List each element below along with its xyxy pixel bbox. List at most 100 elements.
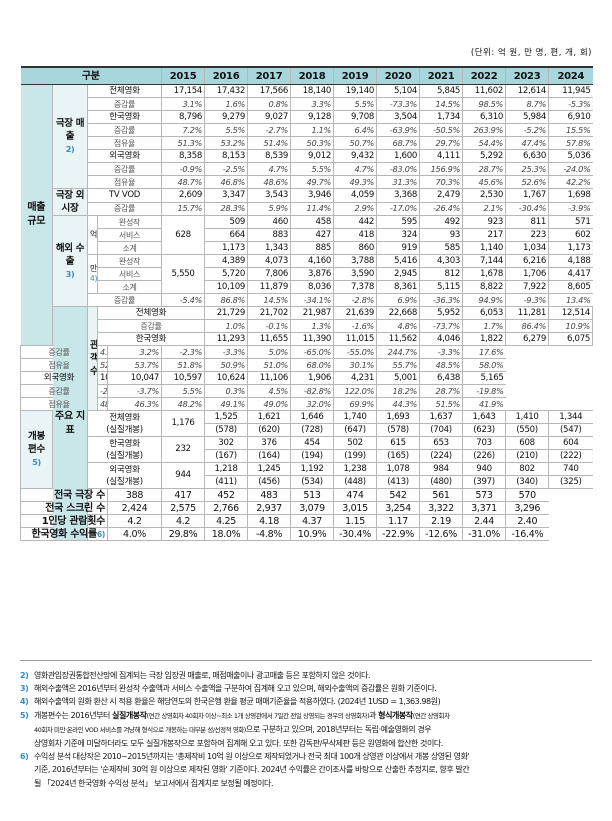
table-cell: 1,245	[247, 462, 292, 476]
table-cell: 4.5%	[247, 384, 292, 398]
table-cell: 17,432	[204, 84, 249, 98]
table-cell: -73.3%	[376, 97, 421, 111]
table-cell: 10,109	[204, 280, 249, 294]
table-cell: 324	[376, 228, 421, 242]
table-cell: 1,600	[376, 149, 421, 163]
table-cell: 8,153	[204, 149, 249, 163]
table-cell: 7,806	[247, 267, 292, 281]
table-cell: 4.0%	[106, 527, 163, 541]
table-cell: -82.8%	[290, 384, 335, 398]
table-cell: 1,734	[419, 110, 464, 124]
table-cell: 48.2%	[161, 397, 206, 411]
table-cell: 4,046	[419, 332, 464, 346]
subgroup-tv-vod: 극장 외 시장	[52, 188, 88, 216]
footnote-number: 6)	[20, 752, 29, 762]
table-row: 점유율52.0%53.7%51.8%50.9%51.0%68.0%30.1%55…	[20, 358, 593, 372]
row-label: 점유율	[20, 397, 98, 411]
table-cell: 6,279	[505, 332, 550, 346]
row-label: 증감률	[20, 384, 98, 398]
table-cell: 940	[462, 462, 507, 476]
row-label: 증감률	[86, 97, 163, 111]
table-cell: 53.2%	[204, 136, 249, 150]
subgroup-theater-sales: 극장 매출 2)	[52, 84, 88, 189]
table-cell: 223	[505, 228, 550, 242]
footnote-bold: 형식개봉작	[378, 710, 413, 720]
film-industry-stats-table: 구분 2015 2016 2017 2018 2019 2020 2021 2022 2023 20…	[20, 66, 594, 541]
table-row: 만 달러4)완성작5,5504,3894,0734,1603,7885,4164…	[21, 254, 593, 294]
table-cell: 48.6%	[247, 175, 292, 189]
table-cell: 5,292	[462, 149, 507, 163]
table-cell: 8.7%	[505, 97, 550, 111]
table-cell: (340)	[505, 475, 550, 489]
table-cell: 3,371	[462, 501, 507, 515]
year-header: 2019	[333, 66, 378, 85]
table-cell: 1,140	[462, 241, 507, 255]
table-cell: 458	[290, 215, 335, 229]
table-cell: 17.6%	[462, 345, 506, 359]
table-cell: (226)	[462, 449, 507, 463]
table-cell: (620)	[247, 423, 292, 437]
table-cell: 18.2%	[376, 384, 421, 398]
table-cell: 68.0%	[290, 358, 335, 372]
table-cell: 442	[333, 215, 378, 229]
value-2015-won: 628	[161, 215, 206, 255]
table-cell: 664	[204, 228, 249, 242]
table-cell: 427	[290, 228, 335, 242]
table-row: 서비스 664 883 427 418 324 93 217 223 602	[21, 228, 593, 242]
table-cell: (547)	[548, 423, 593, 437]
table-cell: 69.9%	[333, 397, 378, 411]
group-sales-scale: 매출 규모	[20, 84, 53, 346]
table-cell: 55.7%	[376, 358, 421, 372]
table-cell: 3,504	[376, 110, 421, 124]
table-cell: 3,788	[333, 254, 378, 268]
table-cell: 1,621	[247, 410, 292, 424]
table-cell: -31.0%	[462, 527, 507, 541]
table-cell: 5.5%	[161, 384, 206, 398]
row-label: 완성작	[96, 254, 163, 268]
table-cell: 11,562	[376, 332, 421, 346]
table-cell: 1.15	[333, 514, 378, 528]
table-row: 개봉 편수 5) 전체영화 (실질개봉) 1,176 1,525 1,621 1,646 1,7…	[20, 410, 593, 489]
table-cell: 21,987	[290, 306, 335, 320]
year-header: 2016	[204, 66, 249, 85]
table-cell: (480)	[419, 475, 464, 489]
table-cell: 93	[419, 228, 464, 242]
table-cell: 68.7%	[376, 136, 421, 150]
footnote-mark: 4)	[90, 274, 98, 283]
footnote-bold: 실질개봉작	[112, 710, 147, 720]
table-cell: 17,566	[247, 84, 292, 98]
row-label: 증감률	[86, 201, 163, 216]
table-cell: 3,254	[376, 501, 421, 515]
table-cell: 5,165	[462, 371, 506, 385]
table-cell: 1,525	[204, 410, 249, 424]
table-cell: 11,390	[290, 332, 335, 346]
table-cell: 8,822	[462, 280, 507, 294]
table-cell: (224)	[419, 449, 464, 463]
table-cell: 0.3%	[204, 384, 249, 398]
table-cell: 811	[505, 215, 550, 229]
table-cell: 49.3%	[333, 175, 378, 189]
table-cell: 6,438	[419, 371, 464, 385]
table-cell: 4,417	[548, 267, 593, 281]
table-cell: -50.5%	[419, 123, 464, 137]
table-row: 한국영화 수익률6) 4.0% 29.8% 18.0% -4.8% 10.9% -30.4%…	[20, 527, 593, 541]
table-cell: 0.8%	[247, 97, 292, 111]
table-cell: 492	[419, 215, 464, 229]
table-cell: 1,906	[290, 371, 335, 385]
table-cell: -55.0%	[333, 345, 378, 359]
table-cell: 45.6%	[462, 175, 507, 189]
currency-label-usd: 만 달러4)	[87, 254, 98, 294]
table-cell: 57.8%	[548, 136, 593, 150]
table-cell: 2,479	[419, 188, 464, 203]
year-header: 2022	[462, 66, 507, 85]
table-cell: 49.7%	[290, 175, 335, 189]
table-cell: -5.3%	[548, 97, 593, 111]
year-header: 2017	[247, 66, 292, 85]
table-row: 증감률 1.0% -0.1% 1.3% -1.6% 4.8% -73.7% 1.7% 86.4%…	[21, 319, 594, 333]
table-cell: 5,001	[376, 371, 421, 385]
row-label: 소계	[96, 280, 163, 294]
table-cell: 51.4%	[247, 136, 292, 150]
table-cell: 51.5%	[419, 397, 464, 411]
table-cell: 3,543	[247, 188, 292, 203]
table-cell: 919	[376, 241, 421, 255]
